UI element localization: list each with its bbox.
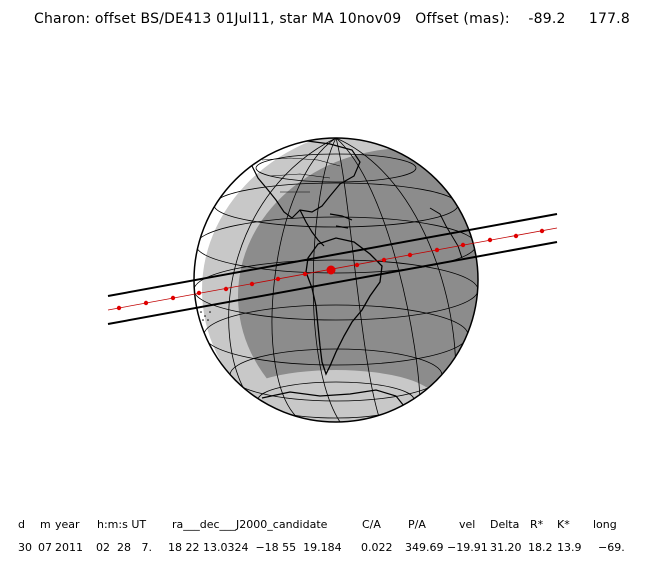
globe-diagram [107,137,558,423]
value-long: −69. [598,541,625,554]
time-marker [170,295,176,301]
time-marker [249,281,255,287]
time-marker [143,300,149,306]
col-header-rstar: R* [530,518,544,531]
value-pa: 349.69 [405,541,444,554]
occultation-shadow-path [107,213,558,325]
value-vel: −19.91 [447,541,488,554]
time-marker [381,257,387,263]
closest-approach-marker [326,265,336,275]
col-header-delta: Delta [490,518,520,531]
north-america-outline [249,139,361,219]
central-america-outline [299,209,353,247]
col-header-month: m [40,518,51,531]
shadow-north-limit [107,213,558,297]
value-day: 30 [18,541,32,554]
col-header-kstar: K* [557,518,570,531]
south-america-outline [305,237,383,376]
col-header-year: year [55,518,80,531]
value-month: 07 [38,541,52,554]
meridian-grid [228,138,456,422]
value-kstar: 13.9 [557,541,582,554]
value-rstar: 18.2 [528,541,553,554]
plot-title: Charon: offset BS/DE413 01Jul11, star MA… [34,11,630,27]
value-radec: 18 22 13.0324 −18 55 19.184 [168,541,342,554]
col-header-long: long [593,518,617,531]
col-header-ca: C/A [362,518,381,531]
antarctica-outline [261,389,405,407]
time-marker [302,271,308,277]
col-header-time: h:m:s UT [97,518,147,531]
time-marker [460,242,466,248]
time-marker [275,276,281,282]
value-delta: 31.20 [490,541,522,554]
value-year: 2011 [55,541,83,554]
shadow-south-limit [107,241,558,325]
col-header-pa: P/A [408,518,426,531]
south-polar-region [236,370,436,422]
time-marker [116,305,122,311]
west-africa-outline [429,207,463,259]
time-marker [539,228,545,234]
value-ca: 0.022 [361,541,393,554]
col-header-radec: ra___dec___J2000_candidate [172,518,328,531]
time-marker [196,290,202,296]
time-marker [223,286,229,292]
night-zone [238,148,478,422]
time-marker [434,247,440,253]
col-header-vel: vel [459,518,476,531]
time-marker [487,237,493,243]
time-marker [407,252,413,258]
north-america-inner [261,157,341,193]
time-marker [513,233,519,239]
time-markers [116,228,545,311]
value-time: 02 28 7. [96,541,152,554]
time-marker [354,262,360,268]
terminator-dots [196,307,211,321]
col-header-day: d [18,518,25,531]
